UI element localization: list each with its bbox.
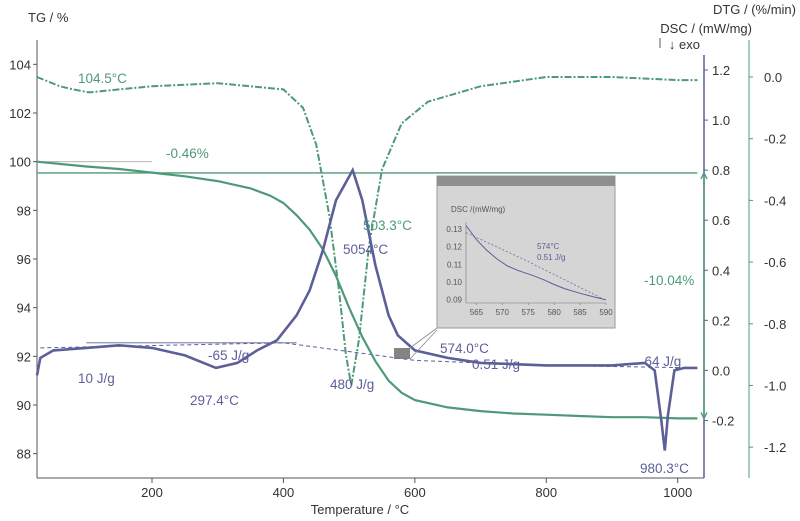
dsc-tick-label: 0.4: [712, 263, 730, 278]
x-axis-title: Temperature / °C: [311, 502, 409, 517]
dsc-tick-label: 0.0: [712, 363, 730, 378]
dsc-tick-label: 1.0: [712, 113, 730, 128]
tg-tick-label: 102: [9, 106, 31, 121]
inset-x-tick-label: 580: [547, 308, 561, 317]
x-tick-label: 600: [404, 485, 426, 500]
inset-baseline: [465, 232, 607, 301]
annotation-dsc-peak-main: 5054°C: [343, 242, 388, 257]
inset-plot-layer: 0.13 0.12 0.11 0.10 0.09 565 570 575 580 585 590: [446, 222, 613, 317]
tg-tick-label: 94: [17, 301, 31, 316]
plot-frame: [36, 40, 750, 479]
inset-x-tick-label: 565: [470, 308, 484, 317]
dtg-curve: [36, 76, 698, 386]
dsc-dashed-baseline: [40, 342, 698, 369]
dsc-exo-label: ↓ exo: [669, 37, 700, 52]
annotation-dsc-enthalpy-10: 10 J/g: [78, 371, 115, 386]
inset-x-tick-label: 575: [522, 308, 536, 317]
inset-y-tick-label: 0.11: [447, 260, 463, 269]
dtg-tick-label: -0.6: [764, 255, 786, 270]
inset-x-tick-label: 585: [573, 308, 587, 317]
inset-enthalpy-label: 0.51 J/g: [537, 253, 565, 262]
annotation-tg-loss-2: -10.04%: [644, 273, 694, 288]
mass-loss-arrow-head-bottom: [700, 412, 708, 420]
x-tick-label: 800: [535, 485, 557, 500]
inset-y-label: DSC /(mW/mg): [451, 205, 506, 214]
zoom-connector-bottom: [409, 329, 438, 360]
inset-x-tick-label: 590: [599, 308, 613, 317]
dsc-curve: [35, 166, 698, 451]
dtg-tick-label: -1.2: [764, 440, 786, 455]
inset-y-tick-label: 0.10: [446, 278, 462, 287]
y-axis-title-tg: TG / %: [28, 10, 69, 25]
dtg-tick-label: -1.0: [764, 378, 786, 393]
dsc-tick-label: -0.2: [712, 413, 734, 428]
tick-layer: 200 400 600 800 1000 88 90 92 94 96 98 100 102 104 1.2…: [9, 57, 786, 500]
inset-x-tick-label: 570: [496, 308, 510, 317]
zoom-region-marker: [394, 348, 410, 359]
inset-background: [436, 175, 616, 329]
dsc-tick-label: 1.2: [712, 63, 730, 78]
dtg-tick-label: -0.4: [764, 193, 786, 208]
y-axis-title-dtg: DTG / (%/min): [713, 2, 796, 17]
annotation-dtg-peak-503: 503.3°C: [363, 218, 412, 233]
tg-tick-label: 90: [17, 398, 31, 413]
mass-loss-arrow-head-top: [700, 171, 708, 180]
dsc-tick-label: 0.6: [712, 213, 730, 228]
dtg-tick-label: -0.8: [764, 317, 786, 332]
dtg-tick-label: -0.2: [764, 132, 786, 147]
tg-tick-label: 96: [17, 252, 31, 267]
zoom-inset: DSC /(mW/mg) 574°C 0.51 J/g 0.13 0.12 0.11…: [436, 175, 616, 329]
inset-dsc-curve: [465, 225, 607, 301]
curve-layer: [35, 38, 708, 451]
x-tick-label: 400: [273, 485, 295, 500]
x-tick-label: 1000: [663, 485, 692, 500]
annotation-dsc-enthalpy-neg64: -64 J/g: [640, 354, 681, 369]
annotation-dsc-peak-980: 980.3°C: [640, 461, 689, 476]
annotation-dsc-enthalpy-neg65: -65 J/g: [208, 348, 249, 363]
inset-y-tick-label: 0.12: [446, 243, 462, 252]
annotation-dsc-peak-574: 574.0°C: [440, 341, 489, 356]
tg-tick-label: 92: [17, 349, 31, 364]
annotation-dsc-enthalpy-051: 0.51 J/g: [472, 357, 520, 372]
tg-tick-label: 100: [9, 155, 31, 170]
annotation-tg-loss-1: -0.46%: [166, 146, 209, 161]
inset-y-tick-label: 0.13: [446, 225, 462, 234]
tg-curve: [36, 160, 698, 420]
dtg-tick-label: 0.0: [764, 70, 782, 85]
annotation-dsc-enthalpy-480: 480 J/g: [330, 377, 374, 392]
y-axis-title-dsc: DSC / (mW/mg): [660, 21, 752, 36]
zoom-connector-top: [409, 327, 438, 349]
inset-titlebar: [437, 176, 615, 186]
x-tick-label: 200: [141, 485, 163, 500]
inset-y-tick-label: 0.09: [446, 295, 462, 304]
inset-peak-label: 574°C: [537, 242, 560, 251]
tg-tick-label: 98: [17, 203, 31, 218]
annotation-dsc-peak-297: 297.4°C: [190, 393, 239, 408]
dsc-tick-label: 0.8: [712, 163, 730, 178]
annotation-dtg-peak-104: 104.5°C: [78, 71, 127, 86]
dsc-tick-label: 0.2: [712, 313, 730, 328]
tg-tick-label: 104: [9, 57, 31, 72]
tg-tick-label: 88: [17, 447, 31, 462]
